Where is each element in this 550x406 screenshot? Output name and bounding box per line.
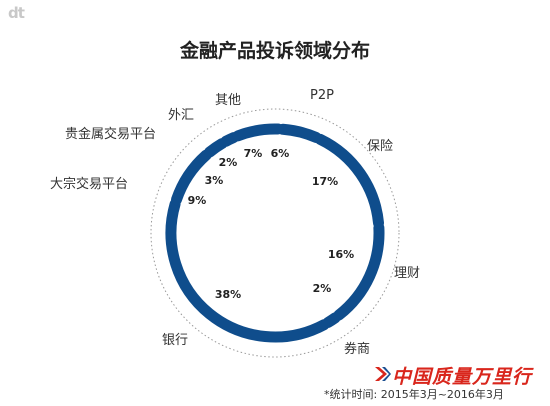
percent-label: 9% [188, 194, 207, 207]
category-label: 保险 [367, 139, 393, 154]
percent-label: 2% [219, 156, 238, 169]
percent-label: 38% [215, 288, 241, 301]
time-range-note: *统计时间: 2015年3月~2016年3月 [324, 388, 504, 401]
category-label: 券商 [344, 341, 370, 357]
category-label: 银行 [162, 333, 188, 348]
ring-segment [170, 149, 212, 206]
category-label: P2P [310, 88, 334, 103]
ring-segment [220, 132, 240, 147]
percent-label: 3% [205, 174, 224, 187]
category-label: 理财 [394, 266, 420, 281]
watermark-text: 中国质量万里行 [392, 366, 533, 388]
ring-segment [165, 198, 330, 343]
category-label: 外汇 [168, 108, 194, 123]
percent-label: 7% [244, 147, 263, 160]
chart-title: 金融产品投诉领域分布 [179, 40, 370, 62]
brand-logo: dt [8, 4, 25, 22]
ring-segments [165, 123, 385, 343]
ring-segment [314, 133, 385, 229]
percent-label: 2% [313, 282, 332, 295]
outer-dotted-circle [150, 108, 400, 358]
percent-label: 6% [271, 147, 290, 160]
category-label: 大宗交易平台 [50, 176, 128, 192]
category-label: 贵金属交易平台 [65, 126, 156, 142]
ring-segment [204, 138, 228, 158]
ring-segment [333, 222, 385, 321]
ring-segment [232, 123, 284, 142]
category-label: 其他 [215, 93, 241, 108]
ring-segment [322, 312, 341, 328]
percent-label: 17% [312, 175, 338, 188]
percent-labels: 6% 17% 16% 2% 38% 9% 3% 2% 7% [188, 147, 355, 301]
watermark-logo-icon [375, 367, 391, 381]
percent-label: 16% [328, 248, 354, 261]
ring-segment [277, 123, 322, 143]
